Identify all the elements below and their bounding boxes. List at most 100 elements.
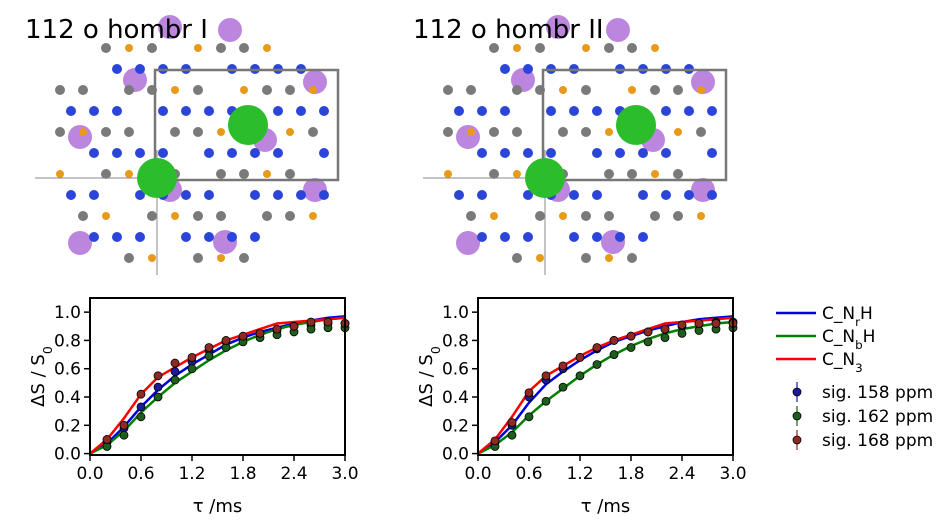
atom <box>227 148 237 158</box>
y-tick-label: 0.2 <box>442 416 469 436</box>
atom <box>477 148 487 158</box>
atom <box>466 211 476 221</box>
atom <box>582 44 590 52</box>
legend-label-part: b <box>855 338 863 352</box>
fit-line <box>90 318 345 454</box>
data-point <box>137 403 145 411</box>
atom <box>239 43 249 53</box>
atom <box>193 211 203 221</box>
atom <box>158 148 168 158</box>
y-axis-label-part: ΔS / S <box>28 354 49 407</box>
data-point <box>188 353 196 361</box>
data-point <box>678 329 686 337</box>
ion <box>456 125 480 149</box>
atom <box>227 232 237 242</box>
atom <box>523 232 533 242</box>
atom <box>477 190 487 200</box>
atom <box>581 85 591 95</box>
data-point <box>610 336 618 344</box>
atom <box>89 148 99 158</box>
atom <box>78 85 88 95</box>
atom <box>89 190 99 200</box>
data-point <box>644 338 652 346</box>
y-tick-label: 0.0 <box>442 445 469 465</box>
atom <box>559 212 567 220</box>
x-axis-label: τ /ms <box>193 496 243 517</box>
atom <box>615 232 625 242</box>
atom <box>581 127 591 137</box>
atom <box>216 211 226 221</box>
legend-label: sig. 158 ppm <box>822 383 933 403</box>
atom <box>89 106 99 116</box>
data-point <box>273 325 281 333</box>
atom <box>112 148 122 158</box>
atom <box>286 128 294 136</box>
x-axis-label: τ /ms <box>581 496 631 517</box>
data-point <box>525 413 533 421</box>
structure-image <box>423 15 726 275</box>
ion <box>456 231 480 255</box>
atom <box>79 128 87 136</box>
atom <box>309 86 317 94</box>
atom <box>661 106 671 116</box>
atom <box>512 85 522 95</box>
atom <box>523 64 533 74</box>
atom <box>627 169 637 179</box>
atom <box>66 190 76 200</box>
data-point <box>171 376 179 384</box>
atom <box>707 190 717 200</box>
ion <box>68 125 92 149</box>
atom <box>112 64 122 74</box>
x-tick-label: 1.2 <box>178 464 205 484</box>
atom <box>89 232 99 242</box>
legend-label-part: H <box>863 327 876 347</box>
y-tick-label: 1.0 <box>442 303 469 323</box>
atom <box>216 43 226 53</box>
data-point <box>627 332 635 340</box>
legend-label-part: C_N <box>822 304 855 324</box>
atom <box>239 169 249 179</box>
atom <box>454 106 464 116</box>
data-point <box>542 372 550 380</box>
x-tick-label: 0.6 <box>515 464 542 484</box>
atom <box>500 148 510 158</box>
data-point <box>593 360 601 368</box>
legend-label: sig. 168 ppm <box>822 431 933 451</box>
atom <box>296 106 306 116</box>
y-axis-label-part: 0 <box>40 346 55 354</box>
data-point <box>576 353 584 361</box>
atom <box>707 106 717 116</box>
atom <box>673 169 683 179</box>
atom <box>467 128 475 136</box>
atom <box>489 127 499 137</box>
data-point <box>154 372 162 380</box>
fit-line <box>478 322 733 454</box>
x-tick-label: 1.8 <box>617 464 644 484</box>
legend-label: C_N3 <box>822 350 863 375</box>
data-point <box>610 351 618 359</box>
atom <box>569 190 579 200</box>
atom <box>684 190 694 200</box>
y-tick-label: 0.6 <box>54 360 81 380</box>
data-point <box>120 431 128 439</box>
atom <box>559 86 567 94</box>
atom <box>651 44 659 52</box>
atom <box>500 64 510 74</box>
atom <box>319 148 329 158</box>
ion <box>68 231 92 255</box>
legend-label-part: H <box>860 304 873 324</box>
data-point <box>137 413 145 421</box>
atom <box>148 254 156 262</box>
atom <box>125 44 133 52</box>
atom <box>102 212 110 220</box>
y-tick-label: 0.4 <box>442 388 469 408</box>
atom <box>661 148 671 158</box>
atom <box>638 232 648 242</box>
atom <box>240 86 248 94</box>
atom <box>592 232 602 242</box>
atom <box>285 211 295 221</box>
atom <box>535 211 545 221</box>
atom <box>135 64 145 74</box>
atom <box>124 253 134 263</box>
atom <box>650 85 660 95</box>
